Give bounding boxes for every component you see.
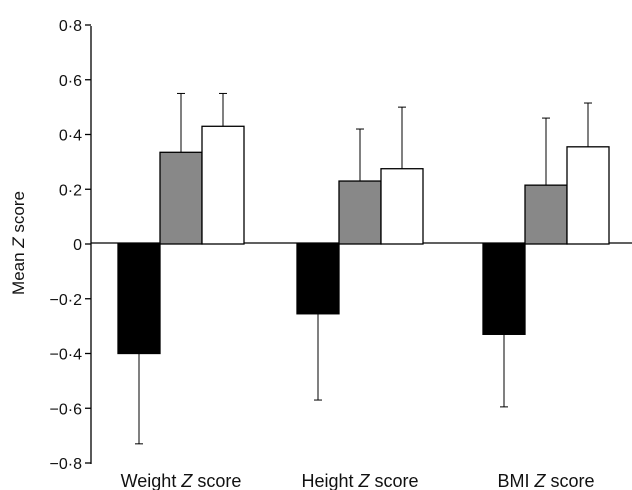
bar [524, 184, 568, 245]
category-label-pre: BMI [497, 471, 534, 490]
bar [159, 151, 203, 245]
bar [380, 168, 424, 245]
y-tick-label: 0 [73, 237, 82, 254]
category-label-post: score [545, 471, 594, 490]
y-axis-title-post: score [9, 191, 28, 237]
category-label-italic: Z [533, 471, 546, 490]
category-label-post: score [370, 471, 419, 490]
category-label-pre: Weight [121, 471, 182, 490]
category-label-italic: Z [180, 471, 193, 490]
y-tick-label: 0·6 [59, 73, 82, 90]
category-label: Weight Z score [121, 471, 242, 490]
y-tick-label: −0·8 [50, 456, 83, 473]
y-tick-label: 0·2 [59, 182, 82, 199]
y-tick-label: 0·4 [59, 128, 82, 145]
y-tick-label: 0·8 [59, 18, 82, 35]
y-tick-label: −0·4 [50, 347, 83, 364]
category-label-italic: Z [358, 471, 371, 490]
category-label: BMI Z score [497, 471, 594, 490]
bar [482, 243, 526, 335]
category-label-post: score [192, 471, 241, 490]
bar [338, 180, 382, 245]
y-axis-title-pre: Mean [9, 248, 28, 295]
y-axis-title-italic: Z [9, 237, 28, 249]
bar [296, 243, 340, 315]
y-tick-label: −0·6 [50, 401, 83, 418]
category-label: Height Z score [301, 471, 418, 490]
bar [117, 243, 161, 355]
category-label-pre: Height [301, 471, 358, 490]
bar [566, 146, 610, 245]
bar [201, 125, 245, 245]
y-tick-label: −0·2 [50, 292, 83, 309]
y-axis-title: Mean Z score [9, 191, 28, 295]
